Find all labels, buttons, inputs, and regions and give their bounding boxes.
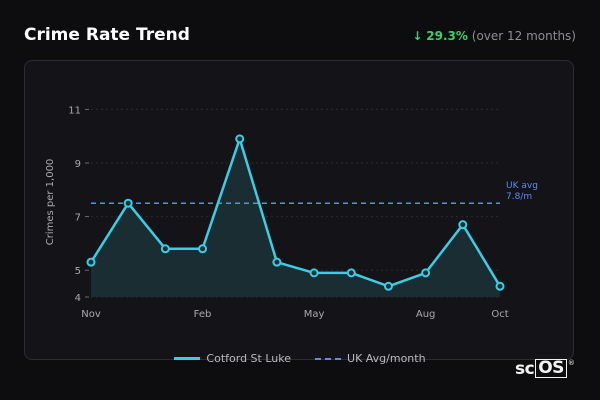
series-line [89, 137, 502, 288]
legend-item-reference[interactable]: UK Avg/month [315, 352, 426, 365]
change-period: (over 12 months) [471, 29, 576, 43]
y-tick-label: 7 [75, 213, 81, 224]
area-fill [91, 138, 500, 297]
x-tick-label: Feb [194, 309, 212, 320]
x-tick-label: Oct [491, 309, 508, 320]
y-tick-label: 9 [75, 159, 81, 170]
y-tick-label: 5 [75, 266, 81, 277]
logo-boxed: OS [535, 359, 567, 378]
series-area [91, 138, 500, 297]
legend-label-reference: UK Avg/month [347, 352, 426, 365]
registered-mark: ® [567, 359, 575, 367]
series-line-group [89, 137, 502, 288]
data-point[interactable] [86, 257, 96, 267]
data-point[interactable] [309, 268, 319, 278]
y-tick-label: 11 [68, 105, 81, 116]
data-point[interactable] [458, 220, 468, 230]
data-point[interactable] [160, 244, 170, 254]
data-point[interactable] [495, 281, 505, 291]
chart-panel [24, 60, 574, 360]
data-point[interactable] [272, 257, 282, 267]
y-tick-label: 4 [75, 293, 81, 304]
legend-swatch-reference [315, 357, 342, 360]
chart-legend: Cotford St Luke UK Avg/month [0, 352, 600, 365]
reference-label-line2: 7.8/m [506, 192, 532, 202]
reference-label-line1: UK avg [506, 181, 538, 191]
legend-swatch-series [174, 357, 201, 360]
series-points [86, 134, 505, 291]
data-point[interactable] [123, 198, 133, 208]
data-point[interactable] [198, 244, 208, 254]
change-summary: ↓ 29.3% (over 12 months) [412, 29, 576, 43]
legend-label-series: Cotford St Luke [206, 352, 292, 365]
brand-logo: sc OS ® [515, 359, 575, 379]
y-axis-ticks: 4 5 7 9 11 [68, 105, 89, 304]
data-point[interactable] [346, 268, 356, 278]
legend-item-series[interactable]: Cotford St Luke [174, 352, 291, 365]
x-tick-label: Nov [81, 309, 101, 320]
x-tick-label: May [304, 309, 325, 320]
y-axis-label: Crimes per 1,000 [45, 159, 56, 246]
data-point[interactable] [383, 281, 393, 291]
down-arrow-icon: ↓ [412, 29, 423, 43]
chart-title: Crime Rate Trend [24, 25, 190, 45]
data-point[interactable] [235, 134, 245, 144]
data-point[interactable] [421, 268, 431, 278]
logo-prefix: sc [515, 359, 535, 379]
x-axis-ticks: Nov Feb May Aug Oct [81, 309, 508, 320]
x-tick-label: Aug [416, 309, 436, 320]
change-value: 29.3% [426, 29, 468, 43]
